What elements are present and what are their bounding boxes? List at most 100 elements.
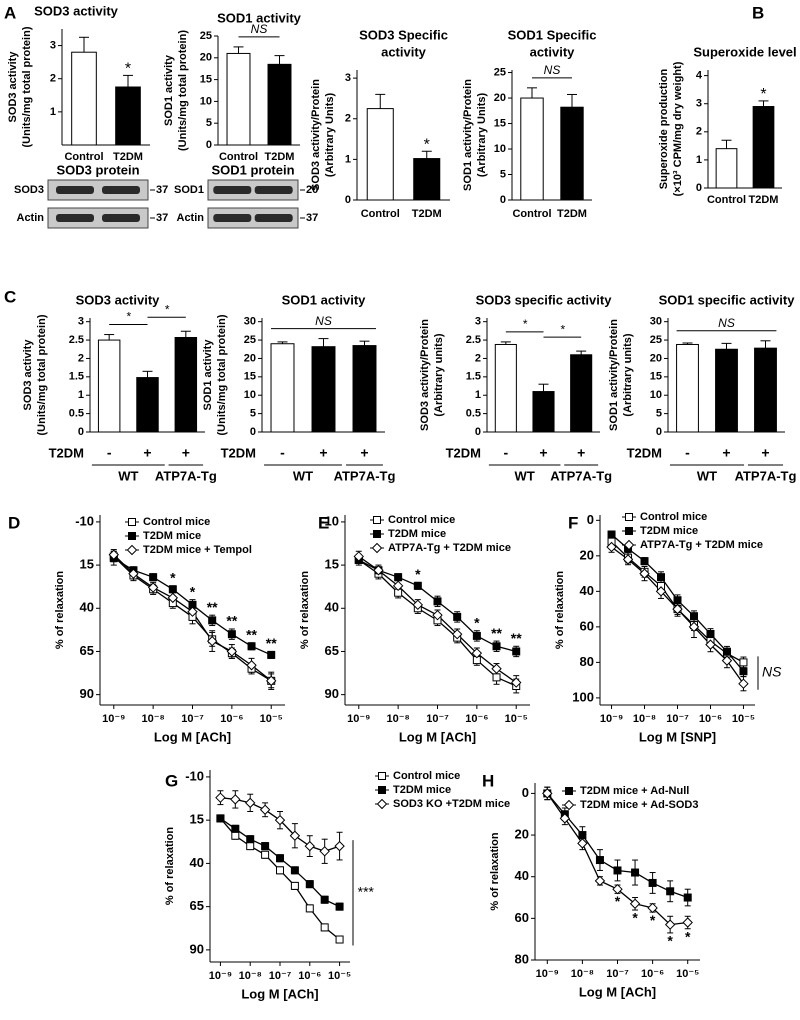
marker: [320, 895, 329, 904]
chart-title: activity: [530, 44, 576, 59]
group-label: WT: [515, 468, 535, 483]
blot-band: [213, 186, 252, 194]
marker: [673, 596, 682, 605]
y-tick-label: -10: [185, 768, 204, 783]
blot-row-label: SOD1: [174, 184, 204, 196]
marker: [267, 650, 276, 659]
x-tick-label: T2DM: [412, 208, 442, 220]
marker: [290, 881, 299, 890]
significance: *: [474, 614, 480, 630]
y-tick-label: 40: [515, 868, 529, 883]
marker: [578, 831, 587, 840]
legend-marker: [565, 787, 573, 795]
blot-band: [56, 186, 94, 194]
x-tick-label: +: [182, 445, 190, 461]
chart-title: SOD3 activity: [76, 292, 161, 307]
bar: [494, 343, 517, 433]
x-tick-label: Control: [707, 194, 746, 206]
panel-label: C: [4, 287, 16, 306]
marker: [631, 868, 640, 877]
significance: *: [667, 933, 673, 949]
marker: [320, 923, 329, 932]
y-tick-label: 0: [345, 194, 351, 206]
marker: [721, 655, 733, 666]
y-tick-label: 65: [80, 643, 94, 658]
y-tick-label: 3: [345, 72, 351, 84]
y-tick-label: 2: [78, 352, 84, 364]
bar: [366, 108, 394, 201]
marker: [147, 582, 159, 593]
significance: *: [760, 86, 766, 103]
y-tick-label: 90: [325, 686, 339, 701]
legend-label: T2DM mice: [640, 525, 698, 537]
y-axis-label: SOD3 activity: [7, 51, 19, 123]
marker: [206, 635, 218, 647]
blot-band: [56, 214, 94, 222]
bar: [267, 63, 292, 146]
marker: [261, 842, 270, 851]
y-tick-label: 80: [515, 951, 529, 966]
marker: [722, 647, 731, 656]
y-tick-label: 2: [345, 113, 351, 125]
marker: [266, 675, 277, 687]
marker: [706, 629, 715, 638]
marker: [451, 628, 463, 640]
y-axis-label: SOD3 activity/Protein: [310, 79, 322, 191]
marker: [247, 642, 256, 651]
marker: [648, 878, 657, 887]
blot-marker: 37: [156, 212, 168, 224]
y-tick-label: 20: [515, 826, 529, 841]
chart-title: SOD3 activity: [34, 3, 119, 18]
blot-strip: [207, 207, 299, 229]
x-tick-label: 10⁻⁹: [347, 713, 370, 725]
x-tick-label: -: [280, 445, 285, 461]
legend-marker: [373, 530, 381, 538]
x-tick-label: T2DM: [265, 151, 295, 163]
x-tick-label: 10⁻⁵: [676, 968, 699, 980]
marker: [640, 557, 649, 566]
bar: [270, 343, 295, 433]
marker: [231, 824, 240, 833]
y-axis-label: SOD3 activity: [22, 339, 34, 411]
x-axis-label: Log M [ACh]: [241, 986, 318, 1001]
panel-label: F: [568, 513, 578, 532]
marker: [471, 647, 483, 659]
bracket-label: NS: [544, 63, 561, 77]
significance: **: [491, 625, 502, 641]
x-tick-label: 10⁻⁵: [260, 713, 283, 725]
legend-marker: [128, 532, 136, 540]
marker: [657, 573, 666, 582]
x-axis-label: Log M [SNP]: [639, 729, 716, 744]
bracket-label: NS: [251, 22, 268, 36]
y-axis-label: (Arbitrary Units): [324, 92, 336, 177]
y-tick-label: 1.5: [466, 371, 481, 383]
significance: *: [424, 136, 430, 153]
y-axis-label: % of relaxation: [554, 571, 566, 650]
legend-marker: [126, 544, 138, 556]
x-axis-label: Log M [ACh]: [154, 729, 231, 744]
y-tick-label: 20: [494, 92, 506, 104]
y-tick-label: 1.5: [69, 371, 84, 383]
chart-title: SOD3 Specific: [359, 27, 448, 42]
panel-label: D: [8, 513, 20, 532]
legend-marker: [128, 518, 136, 526]
x-tick-label: 10⁻⁶: [699, 713, 722, 725]
marker: [168, 585, 177, 594]
significance: **: [511, 630, 522, 646]
significance: *: [125, 61, 131, 78]
x-tick-label: 10⁻⁸: [571, 968, 594, 980]
bar: [413, 158, 441, 201]
row-label: T2DM: [627, 445, 662, 460]
marker: [319, 846, 330, 857]
significance: *: [632, 910, 638, 926]
blot-band: [254, 214, 293, 222]
y-tick-label: 25: [494, 66, 506, 78]
bar: [226, 52, 251, 146]
bar: [715, 148, 738, 189]
y-tick-label: 2: [50, 73, 56, 85]
blot-strip: [207, 179, 299, 201]
y-tick-label: 3: [50, 39, 56, 51]
significance: *: [170, 570, 176, 586]
y-tick-label: 100: [572, 689, 594, 704]
